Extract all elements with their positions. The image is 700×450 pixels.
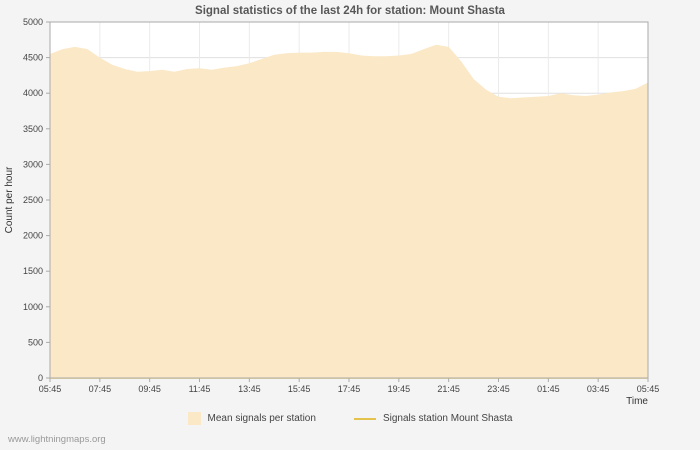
y-tick-label: 1000	[23, 302, 43, 312]
y-axis-label: Count per hour	[4, 166, 15, 233]
x-tick-label: 09:45	[138, 384, 161, 394]
chart-legend: Mean signals per station Signals station…	[0, 412, 700, 425]
x-tick-label: 05:45	[637, 384, 660, 394]
legend-item-mean-signals: Mean signals per station	[187, 412, 316, 425]
legend-item-station-signals: Signals station Mount Shasta	[353, 413, 513, 424]
x-tick-label: 05:45	[39, 384, 62, 394]
x-tick-label: 23:45	[487, 384, 510, 394]
y-tick-label: 5000	[23, 17, 43, 27]
legend-label-station-signals: Signals station Mount Shasta	[382, 413, 513, 424]
x-tick-label: 07:45	[89, 384, 112, 394]
y-tick-label: 4500	[23, 53, 43, 63]
x-tick-label: 19:45	[388, 384, 411, 394]
x-tick-label: 21:45	[437, 384, 460, 394]
x-tick-label: 01:45	[537, 384, 560, 394]
chart-title: Signal statistics of the last 24h for st…	[195, 5, 505, 17]
plot-border	[49, 21, 649, 379]
y-tick-label: 500	[28, 337, 43, 347]
lightningmaps-link[interactable]: www.lightningmaps.org	[8, 434, 106, 445]
y-tick-label: 3000	[23, 159, 43, 169]
x-tick-label: 15:45	[288, 384, 311, 394]
x-tick-label: 11:45	[189, 384, 211, 394]
y-tick-label: 2000	[23, 231, 43, 241]
x-tick-label: 03:45	[587, 384, 610, 394]
area-mean-signals-per-station	[50, 44, 648, 379]
signal-statistics-chart: 0 500 1000 1500 2000 2500 3000 3500 4000 4500 5000…	[4, 17, 660, 407]
y-tick-label: 2500	[23, 195, 43, 205]
line-swatch-icon	[353, 417, 376, 420]
y-tick-label: 3500	[23, 124, 43, 134]
area-swatch-icon	[187, 412, 201, 425]
x-tick-label: 13:45	[238, 384, 261, 394]
legend-label-mean-signals: Mean signals per station	[207, 413, 316, 424]
x-axis-label: Time	[626, 396, 648, 407]
x-tick-label: 17:45	[338, 384, 361, 394]
y-tick-label: 1500	[23, 266, 43, 276]
y-tick-label: 4000	[23, 88, 43, 98]
y-tick-label: 0	[38, 373, 43, 383]
